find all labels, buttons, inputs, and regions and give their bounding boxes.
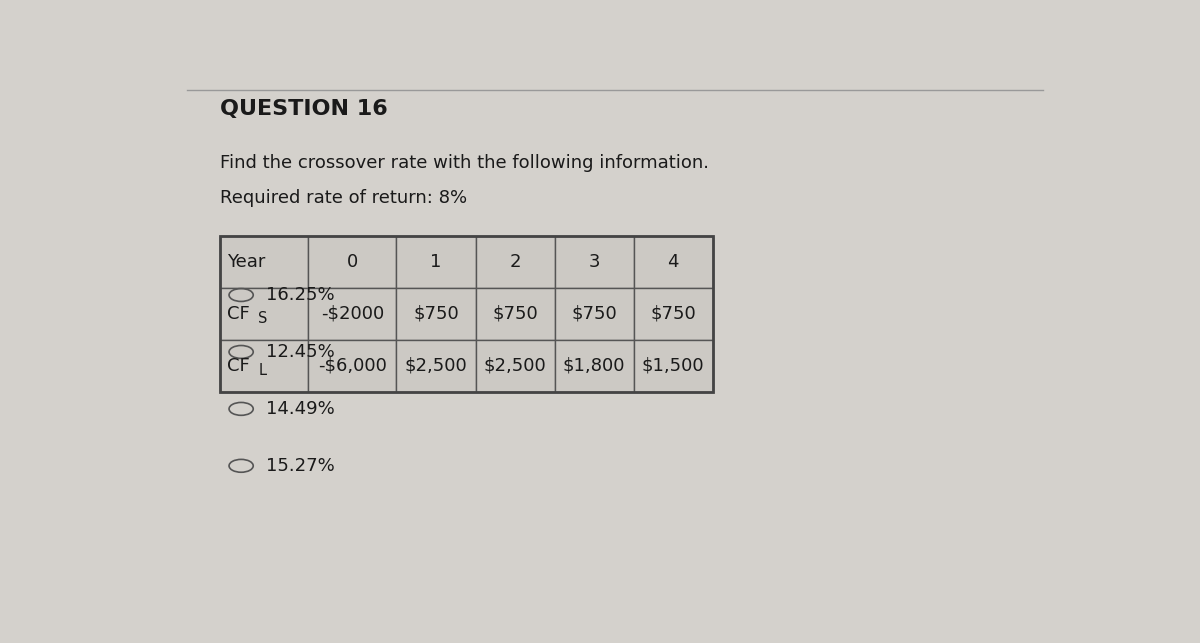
Text: $2,500: $2,500 — [404, 357, 467, 375]
Bar — [554, 287, 634, 340]
Bar — [634, 235, 713, 287]
Bar — [475, 287, 554, 340]
Text: $1,800: $1,800 — [563, 357, 625, 375]
Bar — [308, 287, 396, 340]
Text: Year: Year — [227, 253, 265, 271]
Text: 14.49%: 14.49% — [266, 400, 335, 418]
Text: 2: 2 — [509, 253, 521, 271]
Text: -$6,000: -$6,000 — [318, 357, 386, 375]
Text: 12.45%: 12.45% — [266, 343, 335, 361]
Text: $750: $750 — [650, 305, 696, 323]
Text: $750: $750 — [571, 305, 617, 323]
Bar — [634, 340, 713, 392]
Bar — [220, 340, 308, 392]
Bar — [308, 340, 396, 392]
Text: $750: $750 — [413, 305, 458, 323]
Bar — [554, 340, 634, 392]
Text: CF: CF — [227, 357, 250, 375]
Text: 4: 4 — [667, 253, 679, 271]
Bar — [220, 235, 308, 287]
Text: $750: $750 — [492, 305, 538, 323]
Text: $2,500: $2,500 — [484, 357, 546, 375]
Bar — [220, 287, 308, 340]
Bar — [396, 340, 475, 392]
Text: -$2000: -$2000 — [320, 305, 384, 323]
Text: CF: CF — [227, 305, 250, 323]
Text: 1: 1 — [431, 253, 442, 271]
Bar — [554, 235, 634, 287]
Text: S: S — [258, 311, 268, 326]
Bar — [475, 340, 554, 392]
Bar — [475, 235, 554, 287]
Text: QUESTION 16: QUESTION 16 — [220, 100, 388, 120]
Text: L: L — [258, 363, 266, 378]
Text: 3: 3 — [588, 253, 600, 271]
Text: Find the crossover rate with the following information.: Find the crossover rate with the followi… — [220, 154, 709, 172]
Text: $1,500: $1,500 — [642, 357, 704, 375]
Bar — [220, 235, 713, 392]
Text: Required rate of return: 8%: Required rate of return: 8% — [220, 188, 467, 206]
Text: 15.27%: 15.27% — [266, 457, 335, 475]
Bar — [396, 287, 475, 340]
Bar — [396, 235, 475, 287]
Text: 0: 0 — [347, 253, 358, 271]
Bar — [634, 287, 713, 340]
Text: 16.25%: 16.25% — [266, 286, 335, 304]
Bar — [308, 235, 396, 287]
